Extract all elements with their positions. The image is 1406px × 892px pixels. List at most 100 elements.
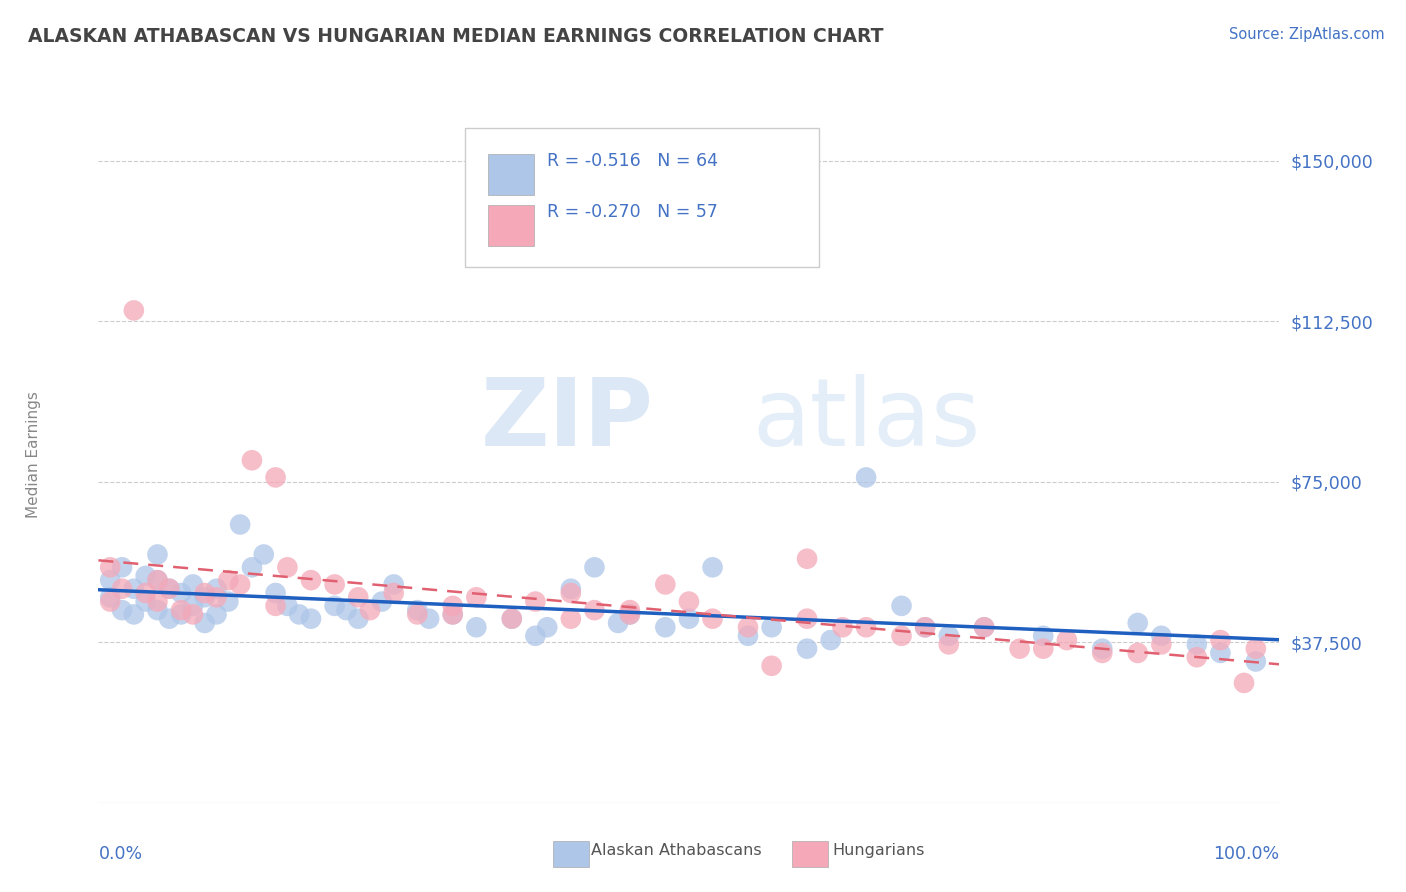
Point (560, 582, 582, 596)
Point (240, 453, 263, 467)
Point (501, 612, 523, 626)
Point (583, 603, 606, 617)
Point (205, 582, 228, 596)
FancyBboxPatch shape (488, 205, 534, 246)
Point (229, 577, 252, 591)
Point (146, 548, 169, 562)
Point (702, 560, 724, 574)
Text: Alaskan Athabascans: Alaskan Athabascans (591, 843, 761, 857)
Point (1056, 633, 1078, 648)
Text: 100.0%: 100.0% (1213, 845, 1279, 863)
Point (607, 615, 630, 630)
Text: Median Earnings: Median Earnings (25, 392, 41, 518)
Point (855, 470, 877, 484)
Point (938, 637, 960, 651)
Text: R = -0.270   N = 57: R = -0.270 N = 57 (547, 203, 718, 221)
Point (194, 615, 217, 630)
Point (98, 591, 121, 605)
Point (371, 594, 394, 608)
Point (157, 582, 180, 596)
Point (217, 573, 239, 587)
Point (465, 620, 488, 634)
Point (1091, 641, 1114, 656)
Point (122, 607, 145, 622)
Point (820, 633, 842, 648)
Point (229, 517, 252, 532)
Point (914, 620, 936, 634)
Point (1032, 629, 1054, 643)
Point (335, 603, 357, 617)
Point (973, 620, 995, 634)
Point (702, 612, 724, 626)
Point (135, 594, 157, 608)
Point (654, 620, 676, 634)
Point (1209, 646, 1232, 660)
Point (1126, 646, 1149, 660)
Point (536, 620, 558, 634)
Point (181, 577, 204, 591)
Point (359, 603, 381, 617)
Point (146, 603, 169, 617)
Point (170, 603, 193, 617)
Point (98, 560, 121, 574)
Point (938, 629, 960, 643)
Point (288, 607, 311, 622)
Text: atlas: atlas (752, 374, 980, 467)
Point (1209, 633, 1232, 648)
Point (654, 577, 676, 591)
Point (560, 612, 582, 626)
Point (382, 586, 405, 600)
Point (122, 303, 145, 318)
Point (146, 573, 169, 587)
Point (831, 620, 853, 634)
Point (560, 586, 582, 600)
Point (264, 470, 287, 484)
Point (205, 591, 228, 605)
Point (583, 560, 606, 574)
Point (382, 577, 405, 591)
Point (441, 607, 464, 622)
Point (465, 591, 488, 605)
Point (1233, 676, 1256, 690)
Point (619, 607, 641, 622)
Point (1244, 641, 1267, 656)
Point (135, 569, 157, 583)
Point (205, 607, 228, 622)
Point (253, 548, 276, 562)
Point (111, 560, 134, 574)
FancyBboxPatch shape (488, 154, 534, 195)
Point (276, 599, 298, 613)
Point (501, 612, 523, 626)
Point (406, 603, 429, 617)
Point (299, 573, 322, 587)
Point (122, 582, 145, 596)
Point (135, 586, 157, 600)
Point (181, 599, 204, 613)
Point (264, 586, 287, 600)
Text: R = -0.516   N = 64: R = -0.516 N = 64 (547, 153, 718, 170)
Point (914, 620, 936, 634)
Point (619, 607, 641, 622)
Point (98, 573, 121, 587)
Point (240, 560, 263, 574)
Text: Hungarians: Hungarians (832, 843, 925, 857)
Point (619, 603, 641, 617)
Point (973, 620, 995, 634)
Point (890, 599, 912, 613)
Point (796, 612, 818, 626)
Point (761, 620, 783, 634)
Point (146, 594, 169, 608)
Point (111, 603, 134, 617)
FancyBboxPatch shape (464, 128, 818, 267)
Point (323, 599, 346, 613)
Point (146, 573, 169, 587)
Point (1126, 615, 1149, 630)
Point (1244, 655, 1267, 669)
Point (157, 612, 180, 626)
Point (1150, 637, 1173, 651)
Point (323, 577, 346, 591)
Point (98, 594, 121, 608)
Point (1008, 641, 1031, 656)
Point (1032, 641, 1054, 656)
Point (1150, 629, 1173, 643)
